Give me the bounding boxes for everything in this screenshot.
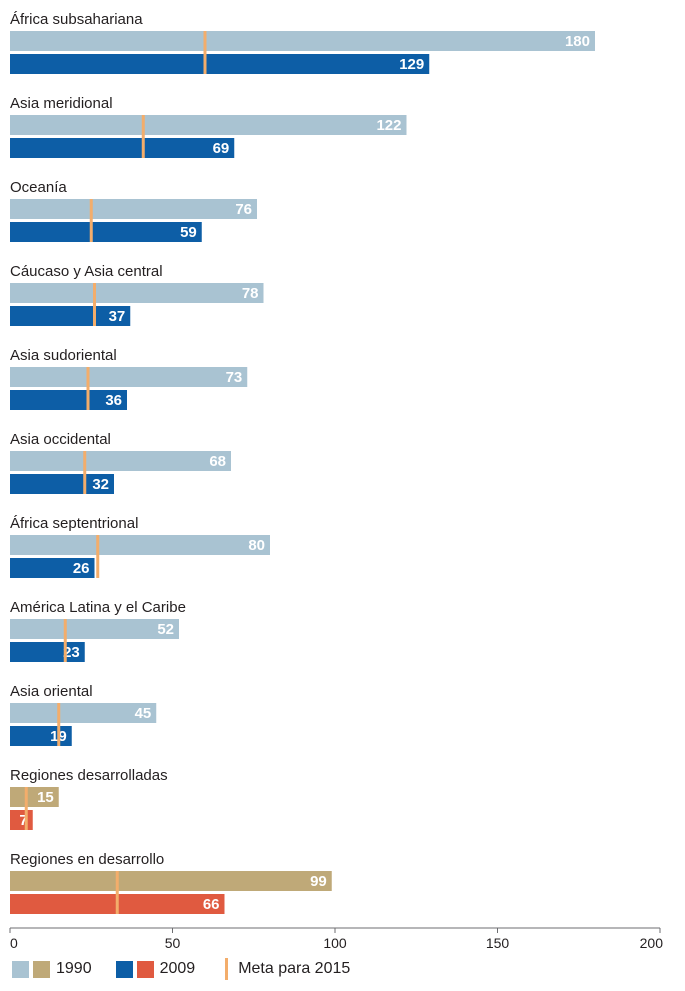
legend: 1990 2009 Meta para 2015 [12,956,374,982]
target-marker [96,535,100,578]
category-label: África septentrional [10,515,138,532]
category-label: Asia occidental [10,431,111,448]
legend-label-target: Meta para 2015 [238,960,351,977]
bar-1990 [10,31,595,51]
value-label-2009: 7 [19,812,27,829]
target-marker [24,787,28,830]
target-marker [63,619,67,662]
bar-1990 [10,787,59,807]
bar-2009 [10,222,202,242]
bar-1990 [10,703,157,723]
value-label-1990: 99 [310,873,327,890]
value-label-2009: 37 [109,308,126,325]
x-tick-label: 200 [640,935,664,950]
target-marker [86,367,90,410]
value-label-2009: 129 [399,56,424,73]
value-label-1990: 76 [235,201,252,218]
bar-2009 [10,138,235,158]
category-label: Regiones desarrolladas [10,767,168,784]
bar-1990 [10,115,407,135]
x-tick-label: 100 [323,935,347,950]
value-label-1990: 78 [242,285,259,302]
bar-1990 [10,535,270,555]
category-label: Oceanía [10,179,67,196]
legend-label-2009: 2009 [159,960,196,977]
target-marker [93,283,96,326]
bar-1990 [10,451,231,471]
legend-swatch-target [225,958,229,980]
legend-label-1990: 1990 [56,960,92,977]
value-label-1990: 52 [157,621,174,638]
value-label-1990: 45 [135,705,152,722]
x-tick-label: 0 [10,935,18,950]
bar-2009 [10,390,127,410]
category-label: Regiones en desarrollo [10,851,164,868]
target-marker [89,199,93,242]
target-marker [57,703,61,746]
value-label-2009: 32 [92,476,109,493]
bar-chart: África subsahariana 180 129 Asia meridional… [9,11,664,950]
bar-1990 [10,871,332,891]
value-label-1990: 68 [209,453,226,470]
category-label: América Latina y el Caribe [10,599,186,616]
bar-2009 [10,306,131,326]
legend-swatch-2009-aggregate [136,960,154,978]
value-label-2009: 66 [203,896,220,913]
value-label-1990: 180 [565,33,590,50]
bar-1990 [10,367,248,387]
value-label-1990: 122 [376,117,401,134]
legend-swatch-1990-aggregate [33,960,50,978]
x-tick-label: 150 [486,935,510,950]
value-label-2009: 59 [180,224,197,241]
bar-1990 [10,283,264,303]
target-marker [115,871,119,914]
value-label-2009: 26 [73,560,90,577]
value-label-1990: 80 [248,537,265,554]
category-label: Asia oriental [10,683,93,700]
value-label-2009: 23 [63,644,80,661]
category-label: Cáucaso y Asia central [10,263,163,280]
bar-2009 [10,474,114,494]
bar-2009 [10,558,95,578]
target-marker [141,115,145,158]
value-label-1990: 73 [226,369,243,386]
bar-2009 [10,726,72,746]
target-marker [203,31,207,74]
target-marker [83,451,87,494]
legend-swatch-2009-regional [115,960,133,978]
category-label: África subsahariana [10,11,143,28]
category-label: Asia meridional [10,95,113,112]
bar-2009 [10,54,430,74]
bar-1990 [10,619,179,639]
category-label: Asia sudoriental [10,347,117,364]
value-label-2009: 69 [213,140,230,157]
legend-swatch-1990-regional [12,960,29,978]
value-label-1990: 15 [37,789,54,806]
bar-1990 [10,199,257,219]
x-tick-label: 50 [165,935,181,950]
value-label-2009: 36 [105,392,122,409]
